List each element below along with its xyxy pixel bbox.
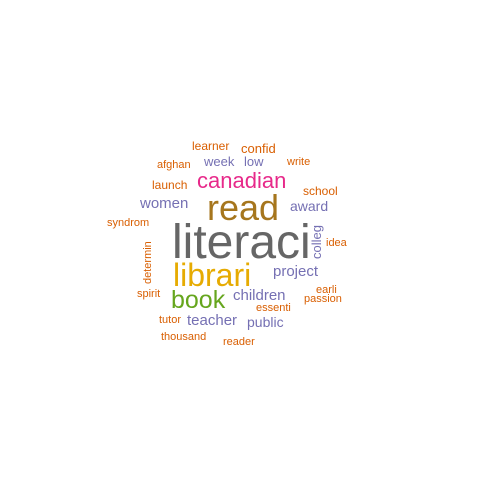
word-tutor: tutor — [159, 314, 182, 326]
word-launch: launch — [152, 178, 188, 192]
word-award: award — [290, 198, 329, 214]
word-public: public — [247, 314, 284, 330]
word-earli: earli — [316, 284, 337, 296]
word-afghan: afghan — [157, 159, 191, 171]
word-essenti: essenti — [256, 302, 291, 314]
word-confid: confid — [241, 141, 276, 156]
word-idea: idea — [326, 237, 347, 249]
word-learner: learner — [192, 139, 230, 153]
word-read: read — [207, 187, 280, 228]
word-project: project — [273, 263, 319, 280]
word-book: book — [171, 286, 226, 314]
word-reader: reader — [223, 336, 255, 348]
word-determin: determin — [142, 241, 154, 284]
word-school: school — [303, 184, 338, 198]
word-teacher: teacher — [187, 312, 238, 329]
word-colleg: colleg — [309, 225, 324, 259]
word-thousand: thousand — [161, 331, 207, 343]
word-syndrom: syndrom — [107, 217, 150, 229]
word-spirit: spirit — [137, 288, 161, 300]
word-librari: librari — [173, 257, 252, 293]
word-canadian: canadian — [197, 168, 287, 193]
word-low: low — [244, 154, 264, 169]
word-passion: passion — [304, 293, 342, 305]
word-children: children — [233, 287, 286, 304]
word-week: week — [204, 154, 235, 169]
word-write: write — [287, 156, 311, 168]
word-women: women — [140, 195, 189, 212]
word-literaci: literaci — [172, 216, 311, 269]
